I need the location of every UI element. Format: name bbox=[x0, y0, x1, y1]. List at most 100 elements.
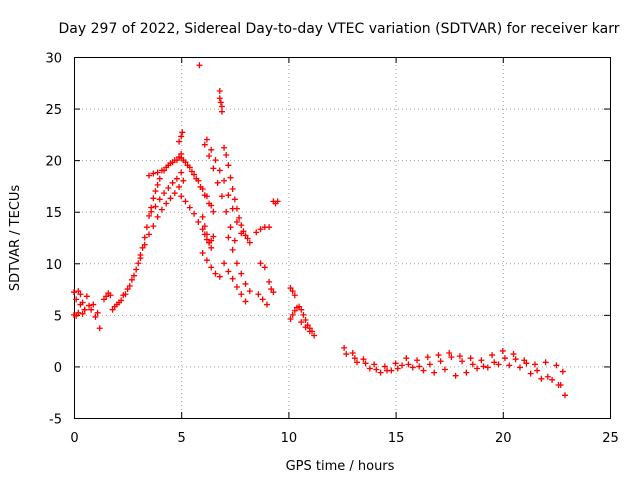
data-point bbox=[233, 260, 240, 267]
data-point bbox=[131, 272, 138, 279]
data-point bbox=[154, 169, 161, 176]
data-point bbox=[362, 360, 369, 367]
y-tick-label: -5 bbox=[49, 413, 62, 428]
data-point bbox=[186, 164, 193, 171]
data-point bbox=[107, 292, 114, 299]
x-axis-title: GPS time / hours bbox=[286, 459, 395, 474]
data-point bbox=[351, 355, 358, 362]
data-point bbox=[424, 354, 431, 361]
data-point bbox=[459, 358, 466, 365]
data-point bbox=[225, 162, 232, 169]
data-point bbox=[214, 179, 221, 186]
data-point bbox=[474, 365, 481, 372]
data-point bbox=[392, 360, 399, 367]
series-lower-streaks bbox=[199, 198, 277, 308]
data-point bbox=[203, 257, 210, 264]
data-point bbox=[203, 136, 210, 143]
data-point bbox=[270, 289, 277, 296]
data-point bbox=[233, 284, 240, 291]
data-point bbox=[435, 352, 442, 359]
data-point bbox=[223, 151, 230, 158]
data-point bbox=[236, 214, 243, 221]
series-decline-right bbox=[221, 144, 253, 246]
data-point bbox=[186, 204, 193, 211]
y-tick-label: 0 bbox=[54, 361, 62, 376]
data-point bbox=[225, 234, 232, 241]
data-point bbox=[201, 223, 208, 230]
data-point bbox=[154, 213, 161, 220]
data-point bbox=[163, 164, 170, 171]
data-point bbox=[478, 357, 485, 364]
data-point bbox=[150, 170, 157, 177]
data-point bbox=[182, 198, 189, 205]
series-decline-middle bbox=[199, 136, 245, 251]
data-point bbox=[291, 292, 298, 299]
data-point bbox=[233, 205, 240, 212]
data-point bbox=[201, 141, 208, 148]
data-point bbox=[381, 363, 388, 370]
data-point bbox=[199, 186, 206, 193]
y-axis-title: SDTVAR / TECUs bbox=[8, 185, 23, 292]
data-point bbox=[199, 226, 206, 233]
data-point bbox=[405, 361, 412, 368]
data-point bbox=[448, 354, 455, 361]
x-tick-label: 10 bbox=[281, 431, 298, 446]
data-point bbox=[242, 232, 249, 239]
data-point bbox=[216, 167, 223, 174]
data-point bbox=[227, 174, 234, 181]
data-point bbox=[467, 355, 474, 362]
data-point bbox=[561, 392, 568, 399]
series-peak-upper bbox=[146, 129, 186, 215]
data-point bbox=[354, 359, 361, 366]
data-point bbox=[86, 302, 93, 309]
data-point bbox=[489, 352, 496, 359]
data-point bbox=[495, 361, 502, 368]
data-point bbox=[253, 229, 260, 236]
data-point bbox=[527, 370, 534, 377]
data-point bbox=[373, 366, 380, 373]
data-point bbox=[287, 315, 294, 322]
data-point bbox=[521, 357, 528, 364]
data-point bbox=[531, 361, 538, 368]
data-point bbox=[167, 160, 174, 167]
data-point bbox=[221, 177, 228, 184]
data-point bbox=[152, 188, 159, 195]
data-point bbox=[399, 362, 406, 369]
data-point bbox=[167, 195, 174, 202]
data-point bbox=[77, 291, 84, 298]
data-point bbox=[216, 273, 223, 280]
data-point bbox=[179, 129, 186, 136]
data-point bbox=[420, 367, 427, 374]
data-point bbox=[534, 367, 541, 374]
data-point bbox=[210, 165, 217, 172]
data-point bbox=[366, 365, 373, 372]
data-point bbox=[231, 196, 238, 203]
data-point bbox=[268, 286, 275, 293]
data-points bbox=[71, 62, 568, 399]
data-point bbox=[516, 364, 523, 371]
data-point bbox=[90, 301, 97, 308]
data-point bbox=[261, 264, 268, 271]
series-night-band-c bbox=[354, 359, 564, 388]
data-point bbox=[199, 249, 206, 256]
x-tick-label: 25 bbox=[602, 431, 619, 446]
data-point bbox=[146, 172, 153, 179]
data-point bbox=[156, 175, 163, 182]
series-early-cluster bbox=[71, 288, 114, 332]
data-point bbox=[223, 208, 230, 215]
data-point bbox=[225, 268, 232, 275]
data-point bbox=[158, 206, 165, 213]
data-point bbox=[195, 177, 202, 184]
data-point bbox=[171, 157, 178, 164]
data-point bbox=[266, 224, 273, 231]
data-point bbox=[403, 355, 410, 362]
y-tick-label: 20 bbox=[45, 155, 62, 170]
data-point bbox=[227, 224, 234, 231]
data-point bbox=[499, 347, 506, 354]
data-point bbox=[124, 286, 131, 293]
y-tick-label: 25 bbox=[45, 103, 62, 118]
data-point bbox=[116, 299, 123, 306]
data-point bbox=[143, 224, 150, 231]
data-point bbox=[152, 203, 159, 210]
data-point bbox=[150, 195, 157, 202]
